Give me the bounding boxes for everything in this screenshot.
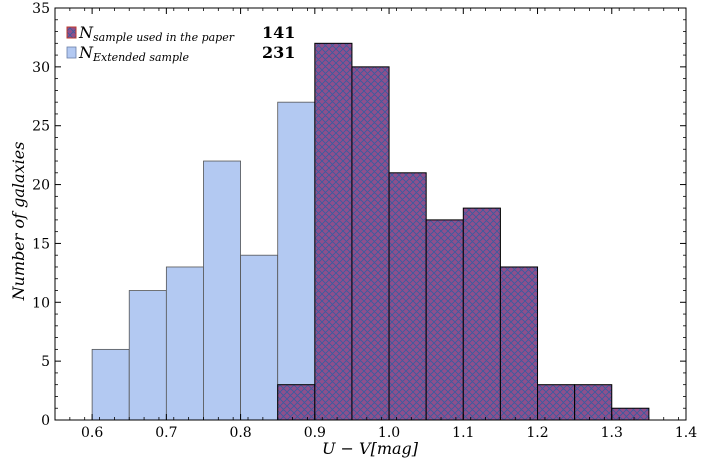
plot-frame — [54, 7, 687, 421]
bar-sample-paper-13 — [574, 384, 613, 421]
bar-sample-paper-7 — [351, 66, 390, 421]
bar-extended-5 — [277, 101, 316, 421]
y-tick-label: 10 — [32, 295, 50, 311]
y-axis-label: Number of galaxies — [9, 142, 28, 302]
legend-label-extended-sub: Extended sample — [92, 51, 190, 64]
bar-sample-paper-12 — [537, 384, 576, 421]
bar-extended-0 — [91, 348, 130, 421]
bar-extended-2 — [165, 266, 204, 421]
x-tick-label: 1.1 — [452, 425, 474, 441]
legend-label-sample-paper: Nsample used in the paper — [78, 23, 235, 44]
legend-label-sample-paper-main: N — [78, 23, 94, 42]
legend-count-extended: 231 — [262, 43, 295, 62]
y-tick-label: 25 — [32, 119, 50, 135]
x-axis-label: U − V[mag] — [322, 439, 419, 458]
y-tick-label: 15 — [32, 236, 50, 252]
bar-sample-paper-5 — [277, 384, 316, 421]
x-tick-label: 0.6 — [81, 425, 103, 441]
x-tick-label: 1.3 — [601, 425, 623, 441]
bar-sample-paper-10 — [462, 207, 501, 421]
x-tick-label: 0.8 — [229, 425, 251, 441]
x-tick-label: 1.2 — [526, 425, 548, 441]
legend: Nsample used in the paper 141 NExtended … — [66, 23, 295, 64]
axes-layer — [54, 7, 687, 421]
bar-sample-paper-14 — [611, 407, 650, 421]
bar-extended-3 — [203, 160, 241, 421]
x-tick-label: 0.9 — [304, 425, 326, 441]
x-tick-label: 1.0 — [378, 425, 400, 441]
legend-swatch-sample-paper — [66, 26, 77, 39]
bars-layer — [91, 42, 650, 421]
bar-sample-paper-6 — [314, 42, 353, 421]
bar-sample-paper-9 — [425, 219, 464, 421]
y-tick-label: 0 — [41, 413, 50, 429]
legend-label-sample-paper-sub: sample used in the paper — [93, 31, 235, 44]
bar-extended-4 — [240, 254, 279, 421]
legend-label-extended: NExtended sample — [78, 43, 190, 64]
y-tick-label: 35 — [32, 1, 50, 17]
legend-swatch-extended — [66, 46, 77, 59]
bar-sample-paper-11 — [499, 266, 539, 421]
ticks-layer: 0.6 0.7 0.8 0.9 1.0 1.1 1.2 1.3 1.4 0 5 10 15 20 25 30 3… — [32, 1, 697, 441]
bar-extended-1 — [128, 290, 167, 421]
legend-count-sample-paper: 141 — [262, 23, 295, 42]
y-tick-label: 20 — [32, 178, 50, 194]
x-tick-label: 1.4 — [675, 425, 697, 441]
legend-label-extended-main: N — [78, 43, 94, 62]
y-tick-label: 30 — [32, 60, 50, 76]
x-tick-label: 0.7 — [155, 425, 177, 441]
bar-sample-paper-8 — [388, 172, 427, 421]
y-tick-label: 5 — [41, 354, 50, 370]
